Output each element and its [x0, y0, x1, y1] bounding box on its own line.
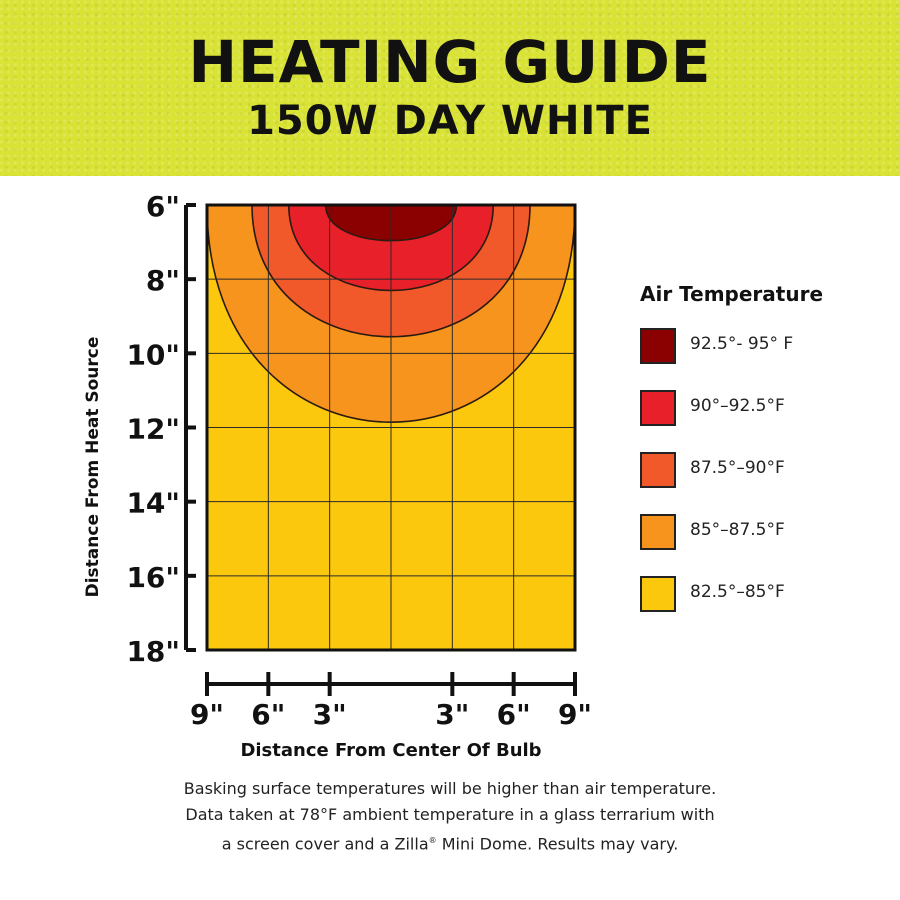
plot-border [205, 203, 577, 652]
legend-swatch [640, 576, 676, 612]
legend-item: 85°–87.5°F [640, 514, 880, 550]
x-tick-label: 9" [558, 698, 592, 731]
legend-item: 87.5°–90°F [640, 452, 880, 488]
y-tick-label: 16" [126, 561, 180, 594]
x-axis: 9" 6" 3" 3" 6" 9" [190, 672, 592, 731]
x-axis-label: Distance From Center Of Bulb [240, 740, 541, 761]
y-tick-label: 18" [126, 635, 180, 668]
page-subtitle: 150W DAY WHITE [247, 98, 653, 144]
header-banner: HEATING GUIDE 150W DAY WHITE [0, 0, 900, 176]
registered-mark: ® [428, 836, 437, 845]
chart-grid [205, 203, 577, 652]
x-tick-label: 6" [497, 698, 531, 731]
legend-swatch [640, 452, 676, 488]
x-tick-label: 3" [435, 698, 469, 731]
footnote-text: Mini Dome. Results may vary. [436, 834, 679, 854]
legend-swatch [640, 328, 676, 364]
y-axis-label: Distance From Heat Source [83, 337, 103, 598]
legend-title: Air Temperature [640, 282, 824, 306]
legend-label: 85°–87.5°F [690, 520, 785, 540]
legend-label: 90°–92.5°F [690, 396, 785, 416]
footnote-text: a screen cover and a Zilla [221, 834, 429, 854]
footnote: Basking surface temperatures will be hig… [100, 776, 800, 857]
x-tick-label: 3" [313, 698, 347, 731]
y-tick-label: 10" [126, 338, 180, 371]
legend-swatch [640, 514, 676, 550]
y-tick-label: 8" [146, 264, 180, 297]
footnote-line: Basking surface temperatures will be hig… [183, 779, 717, 798]
y-tick-label: 12" [126, 413, 180, 446]
x-tick-label: 6" [251, 698, 285, 731]
footnote-line: Data taken at 78°F ambient temperature i… [185, 805, 715, 824]
y-tick-label: 6" [146, 190, 180, 223]
legend-item: 90°–92.5°F [640, 390, 880, 426]
legend-label: 82.5°–85°F [690, 582, 785, 602]
legend-swatch [640, 390, 676, 426]
legend-item: 92.5°- 95° F [640, 328, 880, 364]
legend-item: 82.5°–85°F [640, 576, 880, 612]
footnote-line: a screen cover and a Zilla® Mini Dome. R… [100, 828, 800, 857]
page-title: HEATING GUIDE [188, 28, 712, 96]
legend-label: 92.5°- 95° F [690, 334, 794, 354]
y-tick-label: 14" [126, 487, 180, 520]
y-axis: 6" 8" 10" 12" 14" 16" 18" [126, 190, 196, 668]
x-tick-label: 9" [190, 698, 224, 731]
legend-label: 87.5°–90°F [690, 458, 785, 478]
